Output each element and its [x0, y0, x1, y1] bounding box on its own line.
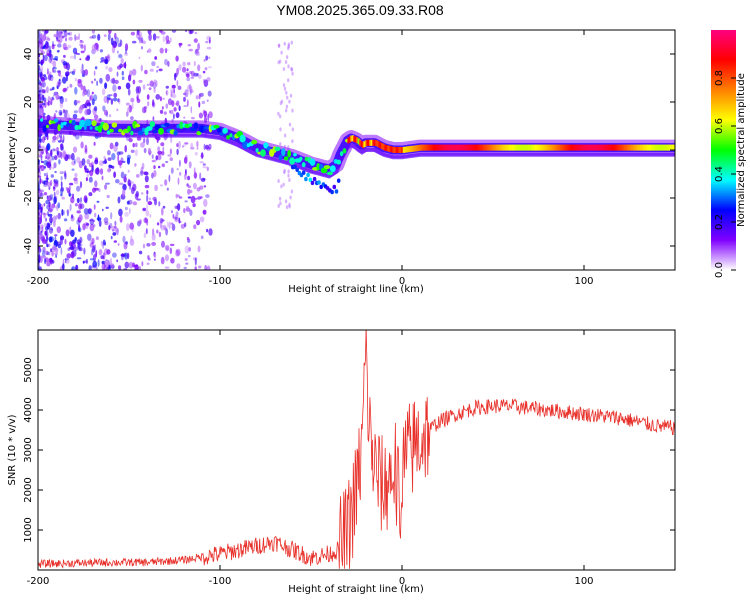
- spectrogram-y-title: Frequency (Hz): [7, 112, 18, 188]
- x-tick-label: 0: [399, 576, 405, 587]
- y-tick-label: 2000: [23, 477, 34, 502]
- x-tick-label: -100: [209, 276, 232, 287]
- colorbar-tick-label: 0.0: [714, 262, 725, 278]
- colorbar-tick-label: 0.6: [714, 118, 725, 134]
- snr-frame: [37, 329, 676, 571]
- spectrogram-plot-area: [38, 30, 675, 270]
- y-tick-label: 4000: [23, 397, 34, 422]
- y-tick-label: 0: [23, 147, 34, 153]
- snr-plot-area: [38, 330, 675, 569]
- y-tick-label: 5000: [23, 357, 34, 382]
- colorbar-axis: 0.0 0.2 0.4 0.6 0.8: [714, 70, 736, 278]
- y-tick-label: -20: [23, 190, 34, 206]
- colorbar-gradient: [711, 30, 736, 270]
- snr-y-axis: 1000 2000 3000 4000 5000: [23, 357, 675, 543]
- y-tick-label: 3000: [23, 437, 34, 462]
- snr-series-line: [38, 330, 675, 569]
- colorbar-title: Normalized spectral amplitude: [736, 73, 747, 227]
- snr-x-title: Height of straight line (km): [288, 584, 424, 595]
- snr-y-title: SNR (10 * v/v): [7, 414, 18, 485]
- snr-x-axis: -200 -100 0 100: [27, 330, 594, 587]
- colorbar-tick-label: 0.4: [714, 166, 725, 182]
- y-tick-label: 1000: [23, 517, 34, 542]
- colorbar: 0.0 0.2 0.4 0.6 0.8 Normalized spectral ampl…: [711, 30, 747, 278]
- x-tick-label: 100: [574, 276, 593, 287]
- ridge-blobs: [40, 118, 350, 195]
- ridge-lower-branch: [38, 128, 675, 179]
- x-tick-label: -100: [209, 576, 232, 587]
- x-tick-label: -200: [27, 276, 50, 287]
- spectrogram-x-axis: -200 -100 0 100: [27, 30, 594, 287]
- y-tick-label: 20: [23, 96, 34, 109]
- steady-signal-band: [347, 135, 675, 153]
- spectrogram-x-title: Height of straight line (km): [288, 284, 424, 295]
- chart-title: YM08.2025.365.09.33.R08: [276, 2, 444, 18]
- x-tick-label: 100: [574, 576, 593, 587]
- colorbar-tick-label: 0.8: [714, 70, 725, 86]
- y-tick-label: -40: [23, 238, 34, 254]
- x-tick-label: 0: [399, 276, 405, 287]
- y-tick-label: 40: [23, 48, 34, 61]
- snr-panel: -200 -100 0 100 1000 2000 3000 4000 5000 Height…: [7, 329, 676, 595]
- spectrogram-y-axis: -40 -20 0 20 40: [23, 48, 675, 254]
- x-tick-label: -200: [27, 576, 50, 587]
- colorbar-tick-label: 0.2: [714, 214, 725, 230]
